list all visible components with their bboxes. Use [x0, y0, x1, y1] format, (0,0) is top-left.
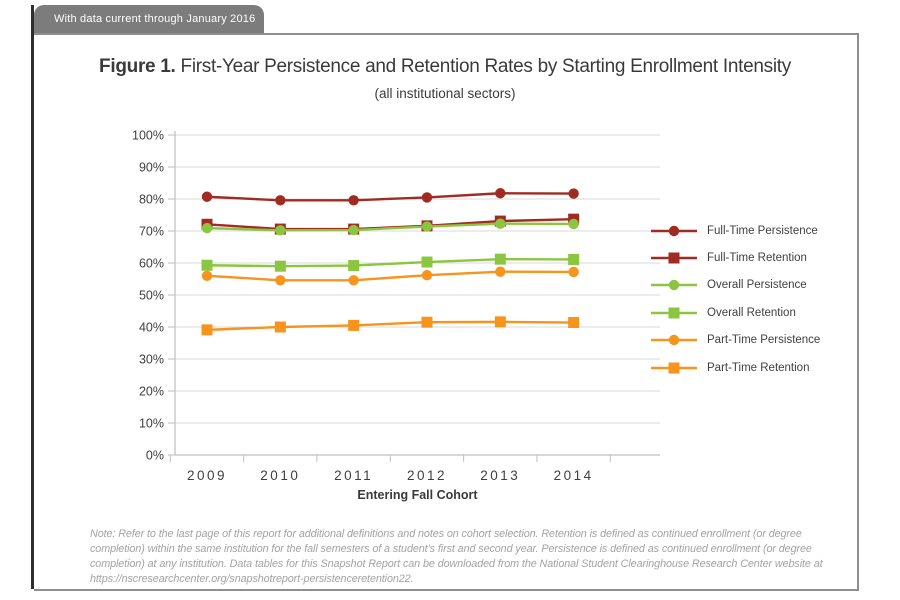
y-tick-label: 100%	[132, 129, 164, 143]
data-point	[348, 260, 360, 272]
data-currency-banner: With data current through January 2016	[34, 5, 264, 33]
x-tick-label: 2013	[480, 468, 520, 483]
series-line	[206, 192, 574, 202]
data-point	[568, 266, 579, 278]
y-tick-label: 80%	[139, 193, 164, 207]
data-point	[421, 316, 433, 328]
legend-label: Full-Time Retention	[707, 252, 807, 265]
legend-item: Overall Retention	[650, 299, 820, 326]
legend-item: Full-Time Persistence	[650, 217, 820, 244]
legend-item: Part-Time Persistence	[650, 327, 820, 354]
legend-marker	[668, 307, 680, 319]
legend-item: Full-Time Retention	[650, 244, 820, 271]
legend-label: Part-Time Retention	[707, 361, 810, 374]
y-tick-label: 20%	[139, 385, 164, 399]
data-point	[275, 225, 286, 236]
legend-marker	[668, 225, 680, 236]
square-marker-icon	[651, 252, 697, 264]
data-point	[201, 191, 213, 202]
x-tick-label: 2014	[554, 468, 594, 483]
data-currency-label: With data current through January 2016	[54, 13, 256, 25]
legend-item: Part-Time Retention	[650, 354, 820, 381]
data-point	[495, 188, 506, 199]
legend-marker	[668, 280, 680, 291]
data-point	[421, 269, 433, 281]
data-point	[201, 270, 213, 281]
legend-label: Full-Time Persistence	[707, 224, 818, 237]
y-tick-label: 90%	[139, 161, 164, 175]
data-point	[348, 319, 360, 331]
series-line	[206, 222, 574, 232]
data-point	[421, 256, 433, 268]
page-frame	[34, 33, 859, 591]
data-point	[495, 266, 506, 277]
circle-marker-icon	[651, 280, 697, 291]
legend-marker	[668, 335, 680, 346]
figure-title-text: First-Year Persistence and Retention Rat…	[175, 56, 792, 77]
legend-marker	[668, 362, 680, 374]
y-tick-label: 50%	[139, 289, 164, 303]
series-line	[206, 257, 574, 268]
data-point	[421, 221, 433, 232]
series-line	[206, 270, 574, 282]
x-tick-label: 2009	[187, 468, 227, 483]
data-point	[201, 259, 213, 271]
legend-label: Overall Persistence	[707, 279, 807, 292]
circle-marker-icon	[651, 225, 697, 236]
data-point	[348, 195, 359, 206]
figure-title: Figure 1. First-Year Persistence and Ret…	[31, 56, 859, 78]
data-point	[494, 253, 506, 265]
legend-item: Overall Persistence	[650, 272, 820, 299]
square-marker-icon	[651, 362, 697, 374]
x-axis-title: Entering Fall Cohort	[357, 488, 478, 502]
data-point	[275, 195, 286, 206]
series-part-time-retention	[201, 316, 580, 336]
data-point	[201, 324, 213, 336]
series-part-time-persistence	[201, 266, 579, 286]
legend-marker	[668, 252, 680, 264]
series-overall-persistence	[201, 218, 579, 236]
page-left-edge	[31, 5, 34, 589]
data-point	[275, 275, 286, 286]
series-full-time-persistence	[201, 188, 579, 206]
square-marker-icon	[651, 307, 697, 319]
x-tick-label: 2010	[260, 468, 300, 483]
data-point	[568, 218, 579, 230]
series-overall-retention	[201, 253, 580, 272]
circle-marker-icon	[651, 335, 697, 346]
data-point	[201, 222, 213, 234]
y-tick-label: 0%	[146, 449, 164, 463]
data-point	[274, 321, 286, 333]
x-tick-label: 2011	[334, 468, 373, 483]
data-point	[348, 275, 359, 286]
legend-label: Overall Retention	[707, 306, 796, 319]
line-chart: 0% 10% 20% 30% 40% 50% 60% 70% 80% 90% 100% 2009 201…	[132, 129, 660, 483]
x-tick-label: 2012	[407, 468, 447, 483]
data-point	[495, 218, 506, 229]
data-point	[494, 316, 506, 328]
data-point	[568, 317, 580, 329]
y-tick-label: 60%	[139, 257, 164, 271]
y-tick-label: 40%	[139, 321, 164, 335]
series-line	[206, 320, 574, 332]
figure-number: Figure 1.	[99, 56, 176, 77]
data-point	[274, 260, 286, 272]
footnote: Note: Refer to the last page of this rep…	[90, 528, 823, 585]
data-point	[421, 192, 433, 203]
y-tick-label: 30%	[139, 353, 164, 367]
legend-label: Part-Time Persistence	[707, 334, 821, 347]
y-tick-label: 70%	[139, 225, 164, 239]
data-point	[568, 253, 580, 265]
data-point	[568, 188, 579, 199]
data-point	[348, 224, 359, 236]
y-tick-label: 10%	[139, 417, 164, 431]
figure-subtitle: (all institutional sectors)	[374, 86, 516, 101]
chart-legend: Full-Time Persistence Full-Time Retention…	[650, 217, 820, 381]
